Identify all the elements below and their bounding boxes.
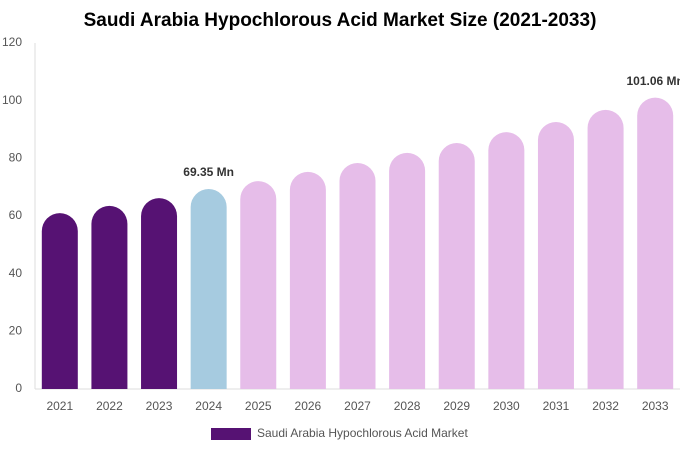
legend-label: Saudi Arabia Hypochlorous Acid Market [257, 426, 468, 440]
x-tick-label: 2027 [344, 399, 371, 413]
y-tick-label: 60 [9, 208, 23, 222]
bar [587, 109, 624, 389]
bar [190, 189, 227, 389]
x-tick-label: 2021 [46, 399, 73, 413]
y-tick-label: 20 [9, 324, 23, 338]
bar [41, 213, 78, 389]
bar [537, 122, 574, 389]
y-tick-label: 100 [2, 93, 22, 107]
x-tick-label: 2024 [195, 399, 222, 413]
bar [240, 181, 277, 389]
x-tick-label: 2029 [443, 399, 470, 413]
bar [339, 162, 376, 389]
data-label: 101.06 Mn [627, 74, 680, 88]
bar [438, 143, 475, 389]
chart-title: Saudi Arabia Hypochlorous Acid Market Si… [84, 10, 597, 31]
x-tick-label: 2025 [245, 399, 272, 413]
y-tick-label: 120 [2, 35, 22, 49]
y-tick-label: 80 [9, 151, 23, 165]
bar [141, 198, 178, 389]
y-tick-label: 40 [9, 266, 23, 280]
x-tick-label: 2031 [543, 399, 570, 413]
x-tick-label: 2032 [592, 399, 619, 413]
bar [289, 171, 326, 389]
x-tick-label: 2028 [394, 399, 421, 413]
data-label: 69.35 Mn [183, 165, 234, 179]
bar [488, 132, 525, 389]
x-tick-label: 2026 [295, 399, 322, 413]
legend-swatch [211, 428, 251, 440]
bar [637, 97, 674, 389]
bar [91, 205, 128, 389]
x-tick-label: 2033 [642, 399, 669, 413]
x-tick-label: 2022 [96, 399, 123, 413]
x-tick-label: 2023 [146, 399, 173, 413]
x-tick-label: 2030 [493, 399, 520, 413]
bar [389, 152, 426, 389]
y-tick-label: 0 [15, 381, 22, 395]
